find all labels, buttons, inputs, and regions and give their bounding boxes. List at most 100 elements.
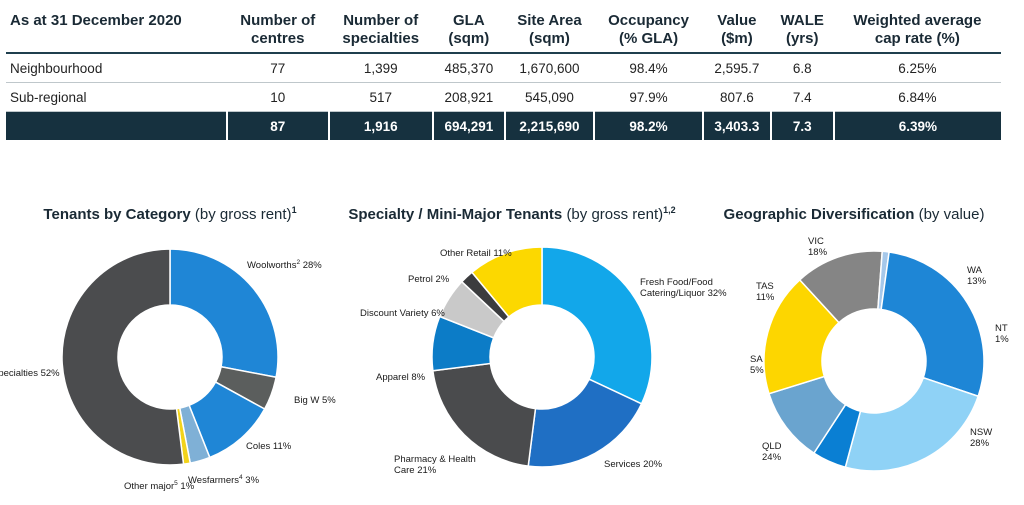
table-cell: Neighbourhood [10,60,103,76]
table-cell: 208,921 [444,89,494,105]
column-header: GLA (sqm) [433,8,505,53]
slice-label: Woolworths2 28% [247,259,322,271]
geographic-diversification-chart: WA 13% NT 1% NSW 28% QLD 24% SA 5% TAS 11% VIC 18% Ge… [684,205,1024,505]
slice-label-value: 2% [433,274,450,285]
chart-title-footnote: 1,2 [663,205,676,215]
table-header-row: As at 31 December 2020 Number of centres Nu… [6,8,1001,53]
table-cell: 77 [270,60,286,76]
column-header-line1: As at 31 December 2020 [10,12,182,29]
pie-slice [61,248,185,466]
slice-label-name: Fresh Food/Food [640,277,713,288]
slice-label-footnote: 5 [174,480,178,487]
slice-label-name: Coles [246,441,271,452]
slice-label-name: Services [604,459,641,470]
slice-label: Other major5 1% [124,480,195,492]
slice-label: Services 20% [604,459,663,470]
slice-label-name: Specialties [0,368,38,379]
slice-label-name: SA [750,354,763,365]
slice-label-name: TAS [756,281,774,292]
slice-label-value: 1% [995,334,1009,345]
slice-label-value: 3% [243,475,260,486]
chart-subtitle: (by gross rent) [194,206,292,223]
slice-label-name: Pharmacy & Health [394,454,476,465]
tenants-by-category-chart: Woolworths2 28% Big W 5% Coles 11% Wesfarme… [0,205,340,505]
slice-label-value: 11% [491,248,513,259]
pie-slice [169,248,279,379]
column-header-line2: (sqm) [448,30,490,47]
column-header-line2: centres [251,30,305,47]
slice-label: Specialties 52% [0,368,60,379]
table-cell: 10 [270,89,286,105]
table-total-cell: 7.3 [769,111,834,140]
specialty-tenants-chart: Fresh Food/Food Catering/Liquor 32% Servic… [342,205,727,505]
slice-label-name: Discount Variety [360,308,429,319]
chart-title: Tenants by Category (by gross rent)1 [0,205,340,223]
pie-slice [541,246,653,405]
table-total-row: 87 1,916 694,291 2,215,690 98.2% 3,403.3 7.3 6.… [6,111,1001,140]
chart-title: Geographic Diversification (by value) [684,205,1024,223]
slice-label: TAS 11% [756,281,775,303]
chart-title-footnote: 1 [291,205,297,215]
table-cell: 1,399 [363,60,398,76]
slice-label-name: NT [995,323,1008,334]
column-header: WALE (yrs) [771,8,834,53]
slice-label: VIC 18% [808,236,828,258]
column-header-line1: WALE [780,12,824,29]
pie-slice [432,362,537,467]
slice-label-value: 20% [640,459,662,470]
column-header-line2: cap rate (%) [874,30,960,47]
slice-label-footnote: 4 [239,474,243,481]
column-header-line1: Site Area [517,12,582,29]
pie-slice [527,378,643,468]
chart-title-main: Geographic Diversification [723,206,915,223]
slice-label: NT 1% [995,323,1009,345]
column-header: Site Area (sqm) [505,8,594,53]
column-header-line2: (yrs) [785,30,819,47]
column-header: Weighted average cap rate (%) [834,8,1001,53]
column-header-line2: (sqm) [529,30,570,47]
slice-label-value: 11% [756,292,775,303]
pie-slice [844,376,980,472]
donut-chart-svg: Woolworths2 28% Big W 5% Coles 11% Wesfarme… [0,248,336,492]
slice-label-name: Other Retail [440,248,491,259]
slice-label-name: Other major [124,481,174,492]
slice-label-name: Woolworths [247,260,297,271]
slice-label-name: VIC [808,236,824,247]
table-row: Sub-regional 10 517 208,921 545,090 97.9% 807.… [6,83,1001,112]
donut-chart-svg: WA 13% NT 1% NSW 28% QLD 24% SA 5% TAS 11% VIC 18% [750,236,1009,472]
slice-label: Discount Variety 6% [360,308,445,319]
column-header-line1: Number of [343,12,419,29]
table-total-cell: 87 [225,111,329,140]
column-header-line2: specialties [342,30,420,47]
column-header: As at 31 December 2020 [6,8,227,53]
slice-label-name: Petrol [408,274,433,285]
slice-label: Other Retail 11% [440,248,512,259]
table-row: Neighbourhood 77 1,399 485,370 1,670,600 98.4… [6,53,1001,83]
table-cell: 98.4% [629,60,668,76]
table-total-cell [6,111,227,140]
slice-label: Wesfarmers4 3% [188,474,260,486]
slice-label-value: 5% [750,365,764,376]
slice-label-value: 6% [428,308,445,319]
table-total-cell: 2,215,690 [503,111,594,140]
table-cell: 7.4 [792,89,812,105]
pie-slice [763,278,840,395]
column-header: Value ($m) [703,8,771,53]
table-total-cell: 3,403.3 [702,111,771,140]
column-header-line1: GLA [453,12,485,29]
column-header-line1: Occupancy [608,12,689,29]
column-header: Occupancy (% GLA) [594,8,703,53]
slice-label-value: 8% [409,372,426,383]
table-cell: Sub-regional [10,89,87,105]
table-cell: 485,370 [444,60,494,76]
slice-label-value: 28% [300,260,322,271]
slice-label: WA 13% [967,265,987,287]
pie-slice [880,251,985,398]
chart-subtitle: (by gross rent) [566,206,664,223]
table-total-cell: 1,916 [327,111,433,140]
chart-title-main: Specialty / Mini-Major Tenants [348,206,563,223]
column-header-line1: Value [717,12,757,29]
slice-label-value: 11% [270,441,292,452]
slice-label: Pharmacy & Health Care 21% [394,454,476,476]
slice-label-name: WA [967,265,983,276]
